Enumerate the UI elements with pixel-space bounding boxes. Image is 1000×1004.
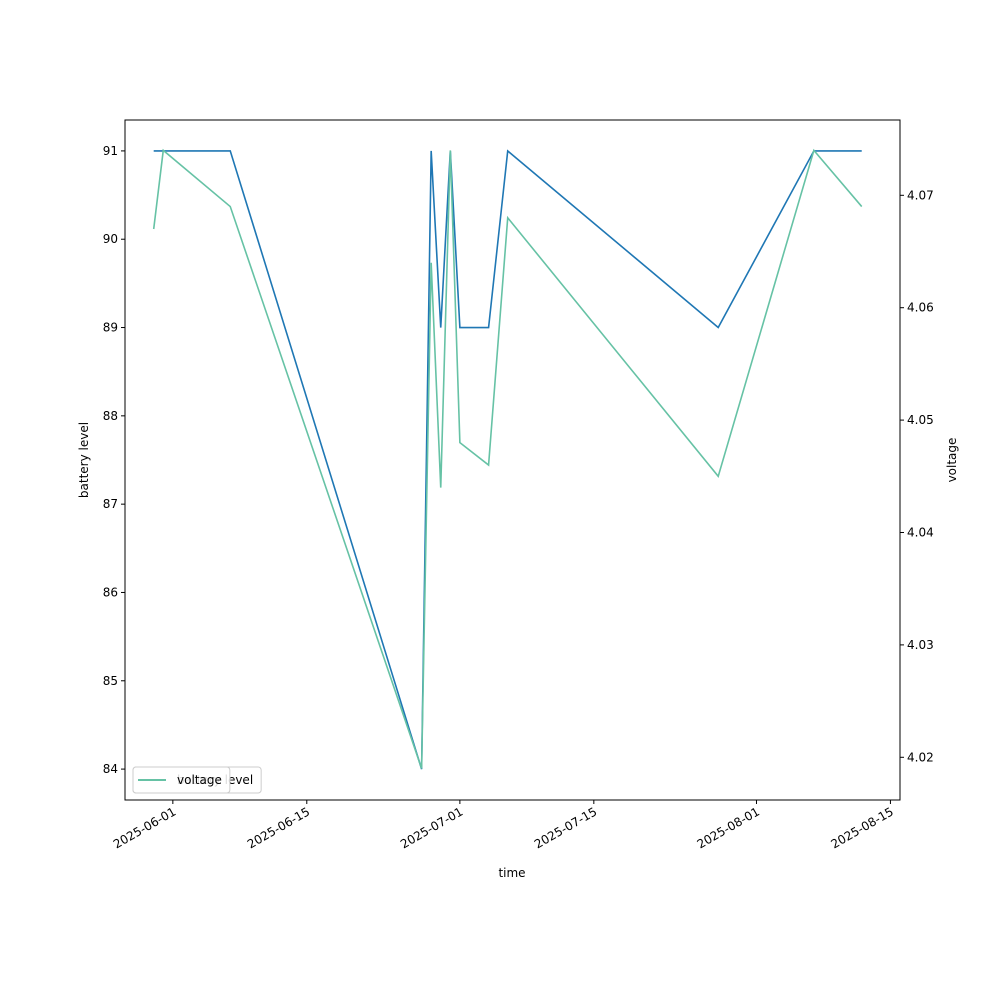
plot-frame bbox=[124, 119, 901, 801]
x-axis-label: time bbox=[498, 866, 525, 880]
x-tick-label: 2025-08-01 bbox=[695, 804, 762, 851]
x-tick-label: 2025-07-15 bbox=[532, 804, 599, 851]
x-tick-label: 2025-06-01 bbox=[111, 804, 178, 851]
line-series bbox=[152, 148, 863, 769]
y2-axis-label: voltage bbox=[945, 438, 959, 483]
y2-tick-label: 4.04 bbox=[907, 525, 934, 539]
y-tick-label: 85 bbox=[103, 674, 118, 688]
legend-box bbox=[132, 766, 231, 794]
legend-label: voltage bbox=[177, 773, 222, 787]
y-tick-label: 88 bbox=[103, 409, 118, 423]
x-tick-label: 2025-08-15 bbox=[829, 804, 896, 851]
y2-tick-label: 4.07 bbox=[907, 188, 934, 202]
legend: voltage bbox=[132, 766, 231, 794]
y-tick-label: 86 bbox=[103, 585, 118, 599]
y-tick-label: 91 bbox=[103, 144, 118, 158]
y2-tick-label: 4.02 bbox=[907, 750, 934, 764]
y-tick-label: 87 bbox=[103, 497, 118, 511]
y2-tick-label: 4.05 bbox=[907, 413, 934, 427]
y2-tick-label: 4.03 bbox=[907, 638, 934, 652]
x-tick-label: 2025-07-01 bbox=[398, 804, 465, 851]
y-tick-label: 89 bbox=[103, 321, 118, 335]
y-tick-label: 90 bbox=[103, 232, 118, 246]
y-axis-label: battery level bbox=[77, 422, 91, 498]
y2-tick-label: 4.06 bbox=[907, 301, 934, 315]
y-tick-label: 84 bbox=[103, 762, 118, 776]
x-tick-label: 2025-06-15 bbox=[245, 804, 312, 851]
line-series bbox=[153, 149, 862, 770]
